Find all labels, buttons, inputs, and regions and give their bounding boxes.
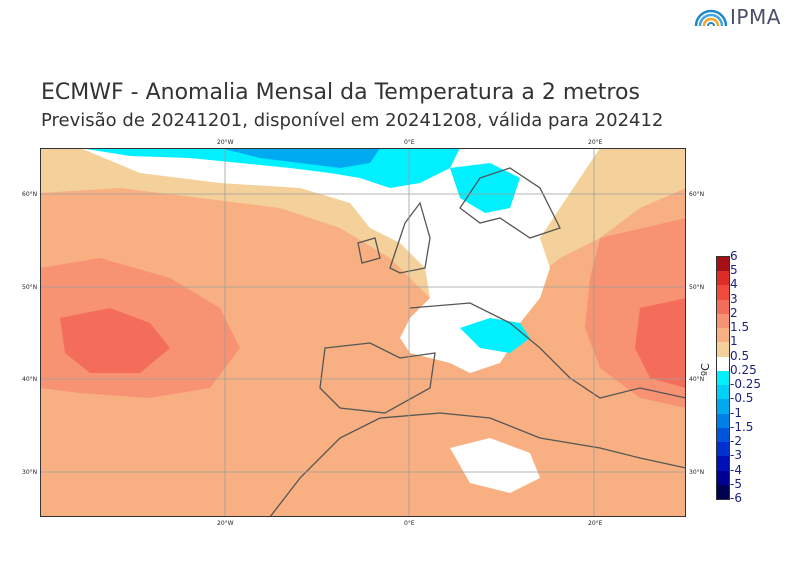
graticule	[40, 148, 686, 517]
colorbar-label: -4	[730, 462, 742, 477]
colorbar-swatch	[717, 328, 729, 343]
colorbar-label: 3	[730, 291, 738, 306]
colorbar-swatch	[717, 271, 729, 286]
colorbar-swatch	[717, 370, 729, 386]
lat-label-left: 60°N	[22, 191, 38, 198]
colorbar-swatch	[717, 285, 729, 300]
colorbar-label: 0.5	[730, 348, 750, 363]
lon-label-top: 20°E	[588, 139, 603, 146]
colorbar-swatch	[717, 456, 729, 471]
anomaly-field-neutral-africa	[450, 438, 540, 493]
colorbar-label: 6	[730, 249, 738, 263]
anomaly-field-cold-scandinavia	[450, 163, 520, 213]
colorbar-label: 1.5	[730, 320, 750, 335]
colorbar-swatch	[717, 313, 729, 329]
ipma-logo-icon	[694, 9, 728, 27]
anomaly-field-neutral	[80, 148, 600, 373]
anomaly-map	[40, 148, 686, 517]
colorbar-swatch	[717, 356, 729, 371]
colorbar-swatch	[717, 299, 729, 314]
ipma-logo: IPMA	[694, 5, 784, 30]
map-subtitle: Previsão de 20241201, disponível em 2024…	[41, 110, 664, 131]
colorbar-label: -2	[730, 434, 742, 449]
map-title: ECMWF - Anomalia Mensal da Temperatura a…	[41, 80, 640, 105]
colorbar-swatch	[717, 413, 729, 428]
lat-label-right: 40°N	[689, 376, 705, 383]
colorbar-swatch	[717, 427, 729, 443]
colorbar-swatch	[717, 342, 729, 357]
colorbar-swatch	[717, 484, 729, 499]
lon-label-bottom: 20°E	[588, 520, 603, 527]
colorbar-label: 4	[730, 277, 738, 292]
anomaly-field-cold-italy	[460, 318, 530, 353]
lat-label-right: 30°N	[689, 469, 705, 476]
logo-text: IPMA	[730, 5, 781, 29]
colorbar-label: 1	[730, 334, 738, 349]
lon-label-top: 0°E	[404, 139, 415, 146]
colorbar-label: 0.25	[730, 362, 757, 377]
colorbar-swatch	[717, 385, 729, 400]
colorbar-label: -0.5	[730, 391, 754, 406]
lat-label-left: 40°N	[22, 376, 38, 383]
colorbar-label: -0.25	[730, 377, 762, 392]
colorbar-swatch	[717, 257, 729, 272]
colorbar-swatch	[717, 470, 729, 485]
lon-label-bottom: 20°W	[217, 520, 234, 527]
lat-label-left: 50°N	[22, 284, 38, 291]
lat-label-left: 30°N	[22, 469, 38, 476]
colorbar-label: -5	[730, 476, 742, 491]
colorbar-label: -1	[730, 405, 742, 420]
colorbar-label: -6	[730, 491, 742, 505]
lon-label-top: 20°W	[217, 139, 234, 146]
lon-label-bottom: 0°E	[404, 520, 415, 527]
colorbar-label: -3	[730, 448, 742, 463]
anomaly-field-2-3-atlantic	[60, 308, 170, 373]
coastlines	[269, 167, 686, 517]
colorbar-swatch	[717, 399, 729, 414]
colorbar	[716, 256, 730, 500]
colorbar-label: 5	[730, 263, 738, 278]
anomaly-field-cold-core	[220, 148, 380, 168]
anomaly-field-2-3-east	[635, 298, 686, 388]
colorbar-unit: ºC	[699, 363, 712, 376]
lat-label-right: 50°N	[689, 284, 705, 291]
lat-label-right: 60°N	[689, 191, 705, 198]
colorbar-label: -1.5	[730, 419, 754, 434]
colorbar-swatch	[717, 442, 729, 457]
colorbar-label: 2	[730, 305, 738, 320]
